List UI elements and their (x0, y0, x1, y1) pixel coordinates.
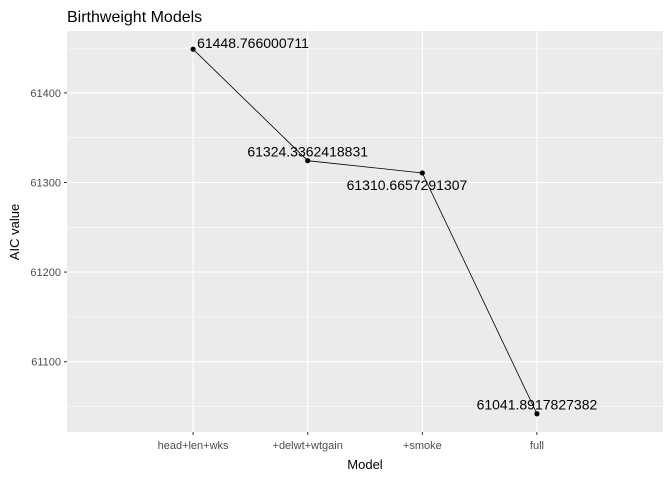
series-line (192, 48, 538, 414)
x-axis: head+len+wks +delwt+wtgain +smoke full (158, 432, 544, 452)
y-tick-label: 61300 (30, 177, 61, 189)
plot-panel (67, 31, 663, 432)
data-point (190, 46, 196, 52)
x-tick-label: +delwt+wtgain (273, 440, 343, 452)
y-axis: 61100 61200 61300 61400 (30, 88, 67, 369)
series-path (192, 48, 538, 414)
y-tick-label: 61100 (31, 357, 61, 369)
y-tick-label: 61400 (30, 88, 61, 100)
x-tick-label: +smoke (403, 440, 442, 452)
major-grid (67, 31, 663, 432)
data-label: 61448.766000711 (197, 35, 309, 51)
data-label: 61324.3362418831 (247, 144, 368, 160)
data-label: 61310.6657291307 (347, 177, 468, 193)
x-tick-label: head+len+wks (158, 440, 229, 452)
data-label: 61041.8917827382 (477, 397, 598, 413)
data-points (190, 46, 540, 417)
x-tick-label: full (530, 440, 544, 452)
data-point (419, 170, 425, 176)
data-point (305, 158, 311, 164)
x-axis-title: Model (347, 457, 383, 472)
y-axis-title: AIC value (7, 204, 22, 260)
minor-grid (67, 47, 663, 407)
data-labels: 61448.766000711 61324.3362418831 61310.665… (197, 35, 597, 413)
y-tick-label: 61200 (30, 267, 61, 279)
data-point (534, 411, 540, 417)
chart-title: Birthweight Models (67, 9, 202, 26)
